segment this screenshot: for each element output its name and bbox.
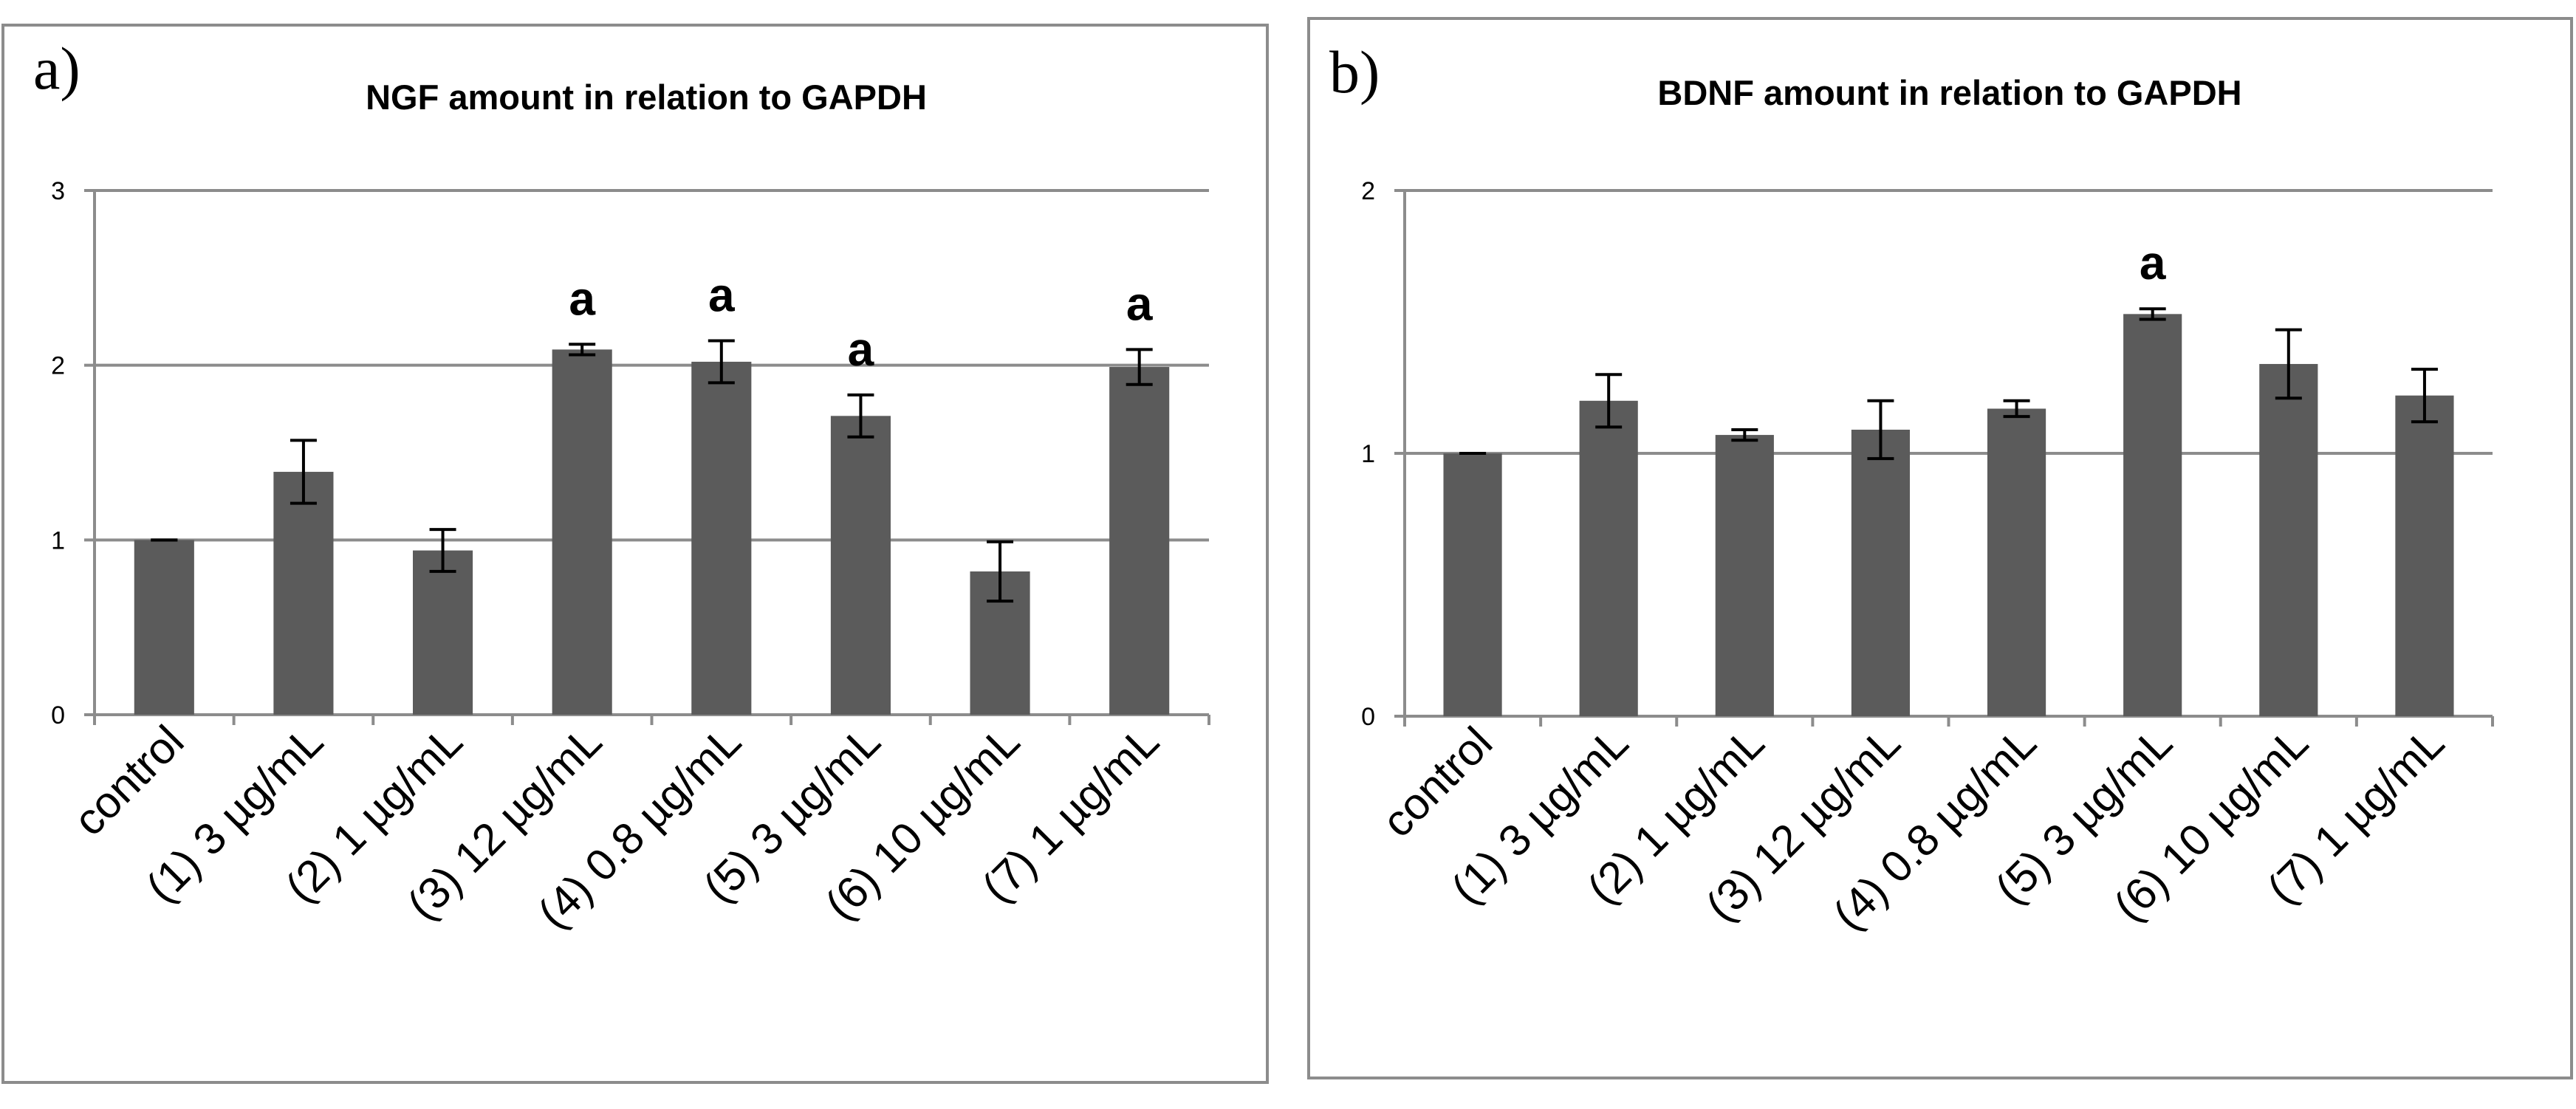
bar [1109, 367, 1170, 715]
bar [1715, 435, 1774, 716]
error-bar [1867, 399, 1894, 461]
error-bar [429, 528, 456, 573]
bar [691, 361, 752, 715]
panel-b-frame [1307, 17, 2573, 1079]
significance-label: a [2140, 236, 2166, 289]
significance-label: a [708, 269, 735, 322]
y-tick-label: 1 [51, 526, 65, 554]
bar [552, 349, 612, 715]
panel-a-frame [1, 24, 1269, 1084]
bar [1987, 408, 2046, 716]
error-bar [2003, 399, 2030, 419]
panel-b: b) BDNF amount in relation to GAPDH 0 1 2 c… [1307, 17, 2573, 1079]
panel-a: a) NGF amount in relation to GAPDH 0 1 2 3 c… [1, 24, 1269, 1084]
y-tick-label: 2 [51, 352, 65, 380]
y-tick-label: 0 [51, 701, 65, 729]
bar [134, 540, 194, 715]
bar [1443, 453, 1502, 716]
error-bar [569, 343, 596, 357]
error-bar [2275, 328, 2302, 400]
panel-b-label: b) [1329, 38, 1380, 106]
y-tick-label: 1 [1361, 440, 1375, 468]
y-tick-label: 0 [1361, 703, 1375, 731]
x-tick-label: control [1373, 718, 1502, 847]
panel-a-title: NGF amount in relation to GAPDH [366, 78, 927, 117]
significance-label: a [1126, 277, 1153, 330]
y-tick-label: 3 [51, 177, 65, 205]
bar [413, 550, 473, 715]
error-bar [847, 393, 874, 439]
bar [2259, 363, 2318, 716]
bar [273, 472, 334, 715]
bar [1851, 429, 1911, 716]
error-bar [290, 439, 317, 505]
bar [830, 416, 891, 715]
error-bar [987, 540, 1014, 603]
significance-label: a [569, 272, 595, 325]
significance-label: a [848, 323, 874, 376]
error-bar [1595, 373, 1623, 429]
bar [2395, 395, 2454, 716]
error-bar [2139, 307, 2166, 321]
error-bar [2411, 368, 2438, 424]
error-bar [1126, 348, 1153, 386]
bar [1579, 400, 1638, 716]
panel-b-title: BDNF amount in relation to GAPDH [1657, 73, 2241, 112]
error-bar [708, 339, 735, 385]
panel-a-label: a) [33, 35, 80, 102]
bar [2123, 314, 2182, 716]
x-tick-label: control [64, 716, 193, 845]
y-tick-label: 2 [1361, 177, 1375, 205]
error-bar [1731, 428, 1758, 442]
